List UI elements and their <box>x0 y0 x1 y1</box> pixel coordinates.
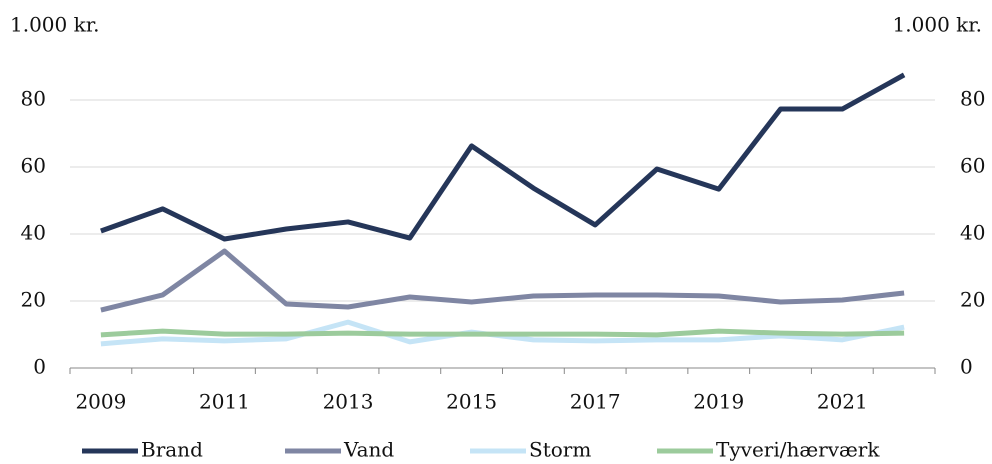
x-tick-label: 2009 <box>75 390 126 414</box>
y-tick-label: 20 <box>21 288 46 312</box>
y-axis-label: 1.000 kr. <box>10 13 99 37</box>
legend-label: Storm <box>529 438 591 462</box>
x-tick-label: 2011 <box>199 390 250 414</box>
y2-tick-label: 20 <box>960 288 985 312</box>
series-line <box>100 328 905 338</box>
x-tick-label: 2021 <box>817 390 868 414</box>
x-tick-label: 2019 <box>693 390 744 414</box>
legend-label: Tyveri/hærværk <box>716 438 880 462</box>
y2-tick-label: 80 <box>960 87 985 111</box>
y-tick-label: 0 <box>33 355 46 379</box>
x-tick-label: 2015 <box>446 390 497 414</box>
y-tick-label: 60 <box>21 154 46 178</box>
y2-tick-label: 60 <box>960 154 985 178</box>
y2-tick-label: 40 <box>960 221 985 245</box>
legend-label: Brand <box>141 438 203 462</box>
y-tick-label: 40 <box>21 221 46 245</box>
y-tick-label: 80 <box>21 87 46 111</box>
series-line <box>100 72 906 242</box>
y2-axis-label: 1.000 kr. <box>893 13 982 37</box>
x-tick-label: 2017 <box>570 390 621 414</box>
series-line <box>100 248 905 313</box>
y2-tick-label: 0 <box>960 355 973 379</box>
legend-label: Vand <box>343 438 394 462</box>
x-tick-label: 2013 <box>323 390 374 414</box>
